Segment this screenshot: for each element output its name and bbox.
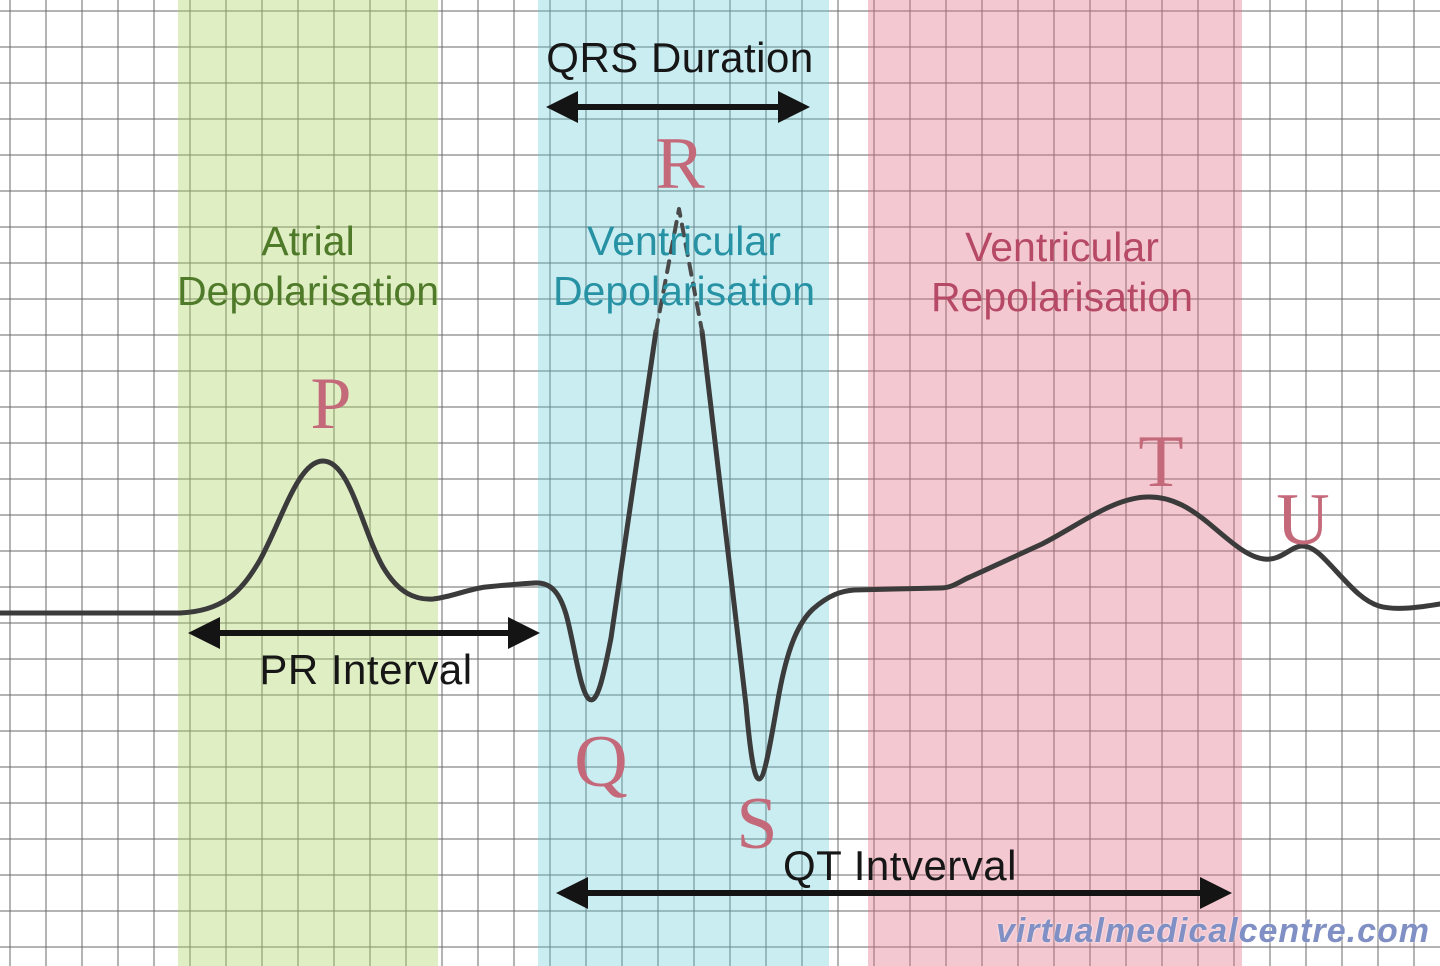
atrial-depolarisation-band [178, 0, 438, 966]
ventricular-repolarisation-band [868, 0, 1242, 966]
ventricular-repolarisation-label: Ventricular Repolarisation [931, 222, 1193, 322]
region-label-line2: Repolarisation [930, 274, 1194, 321]
atrial-depolarisation-label: Atrial Depolarisation [177, 216, 439, 316]
t-wave-label: T [1138, 421, 1184, 503]
qt-interval-arrow [556, 877, 1232, 909]
region-label-line2: Depolarisation [176, 268, 440, 315]
qrs-duration-label: QRS Duration [546, 34, 814, 81]
ventricular-depolarisation-band [538, 0, 829, 966]
pr-interval-label: PR Interval [259, 646, 473, 693]
region-label-line1: Ventricular [965, 224, 1159, 270]
watermark-text: virtualmedicalcentre.com [995, 912, 1430, 950]
ecg-trace [0, 328, 1440, 782]
q-wave-label: Q [574, 721, 628, 803]
region-label-line2: Depolarisation [552, 268, 816, 315]
qt-interval-label: QT Intverval [783, 842, 1017, 889]
ventricular-depolarisation-label: Ventricular Depolarisation [553, 216, 815, 316]
r-wave-label: R [655, 123, 705, 205]
p-wave-label: P [310, 363, 352, 445]
ecg-trace-r-peak-dashed [654, 207, 704, 333]
s-wave-label: S [736, 783, 778, 865]
u-wave-label: U [1276, 479, 1330, 561]
region-label-line1: Ventricular [587, 218, 781, 264]
qrs-duration-arrow [546, 91, 810, 123]
pr-interval-arrow [188, 617, 540, 649]
region-label-line1: Atrial [261, 218, 355, 264]
